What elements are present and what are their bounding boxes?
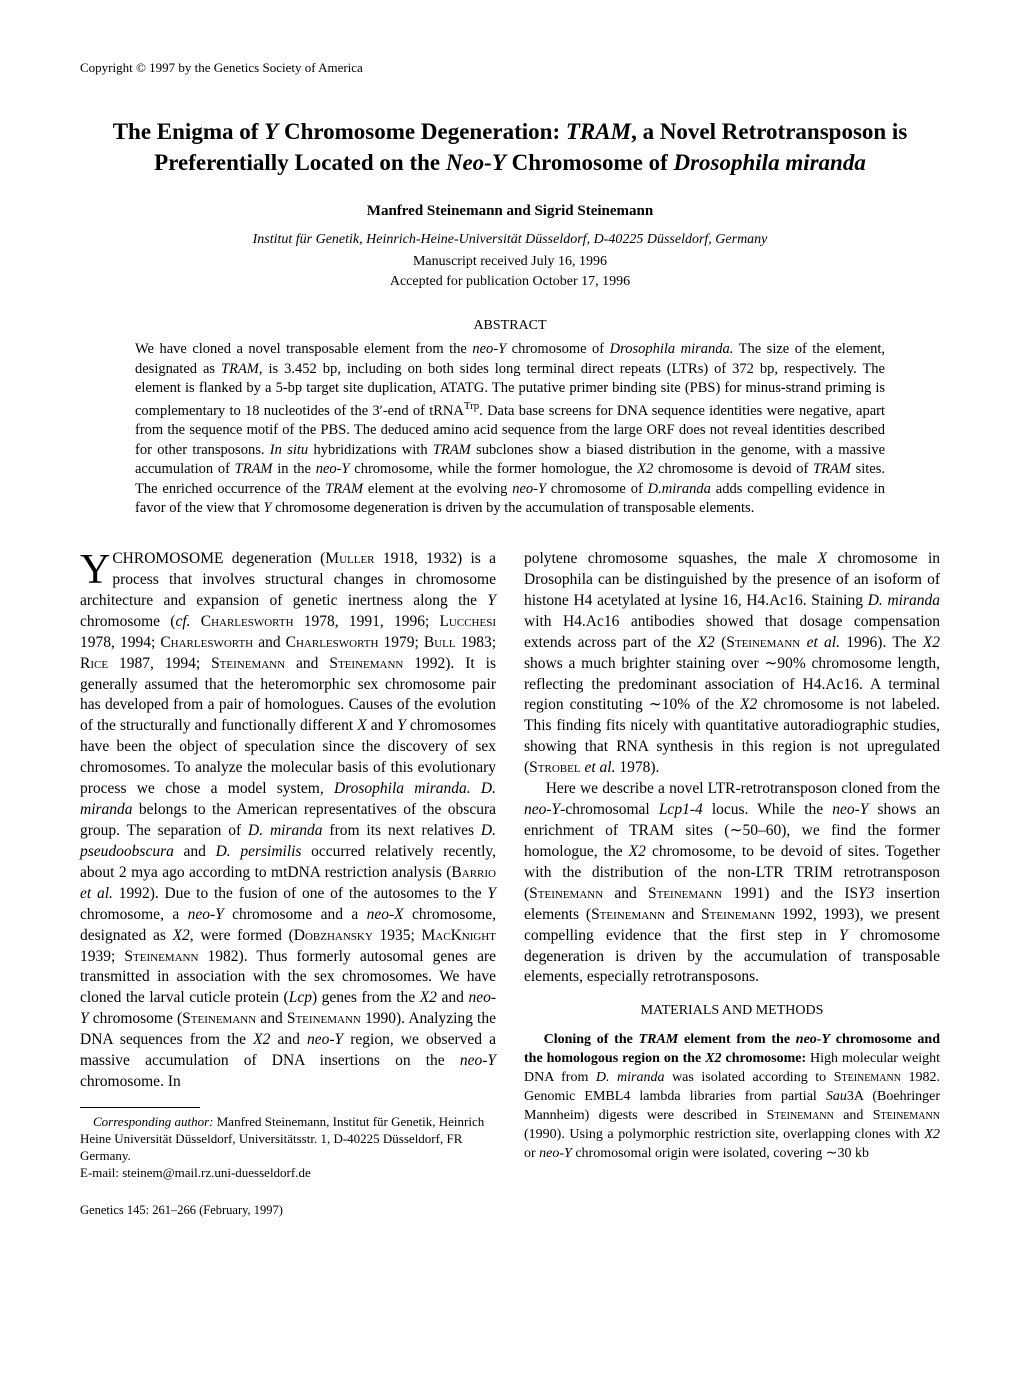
article-body-columns: YCHROMOSOME degeneration (Muller 1918, 1… [80,549,940,1218]
affiliation: Institut für Genetik, Heinrich-Heine-Uni… [80,232,940,248]
manuscript-accepted-date: Accepted for publication October 17, 199… [80,274,940,290]
corresponding-author-footnote: Corresponding author: Manfred Steinemann… [80,1114,496,1165]
journal-reference: Genetics 145: 261–266 (February, 1997) [80,1202,496,1219]
footnote-rule [80,1107,200,1108]
article-title: The Enigma of Y Chromosome Degeneration:… [80,116,940,178]
body-paragraph-3: Here we describe a novel LTR-retrotransp… [524,779,940,988]
abstract-heading: ABSTRACT [80,318,940,334]
dropcap-letter: Y [80,549,112,587]
authors: Manfred Steinemann and Sigrid Steinemann [80,203,940,220]
manuscript-received-date: Manuscript received July 16, 1996 [80,254,940,270]
body-paragraph-2: polytene chromosome squashes, the male X… [524,549,940,779]
materials-methods-paragraph: Cloning of the TRAM element from the neo… [524,1031,940,1163]
materials-methods-heading: MATERIALS AND METHODS [524,1002,940,1021]
copyright-notice: Copyright © 1997 by the Genetics Society… [80,60,940,76]
body-paragraph-1: YCHROMOSOME degeneration (Muller 1918, 1… [80,549,496,1093]
corresponding-author-email: E-mail: steinem@mail.rz.uni-duesseldorf.… [80,1165,496,1182]
abstract-body: We have cloned a novel transposable elem… [135,340,885,519]
